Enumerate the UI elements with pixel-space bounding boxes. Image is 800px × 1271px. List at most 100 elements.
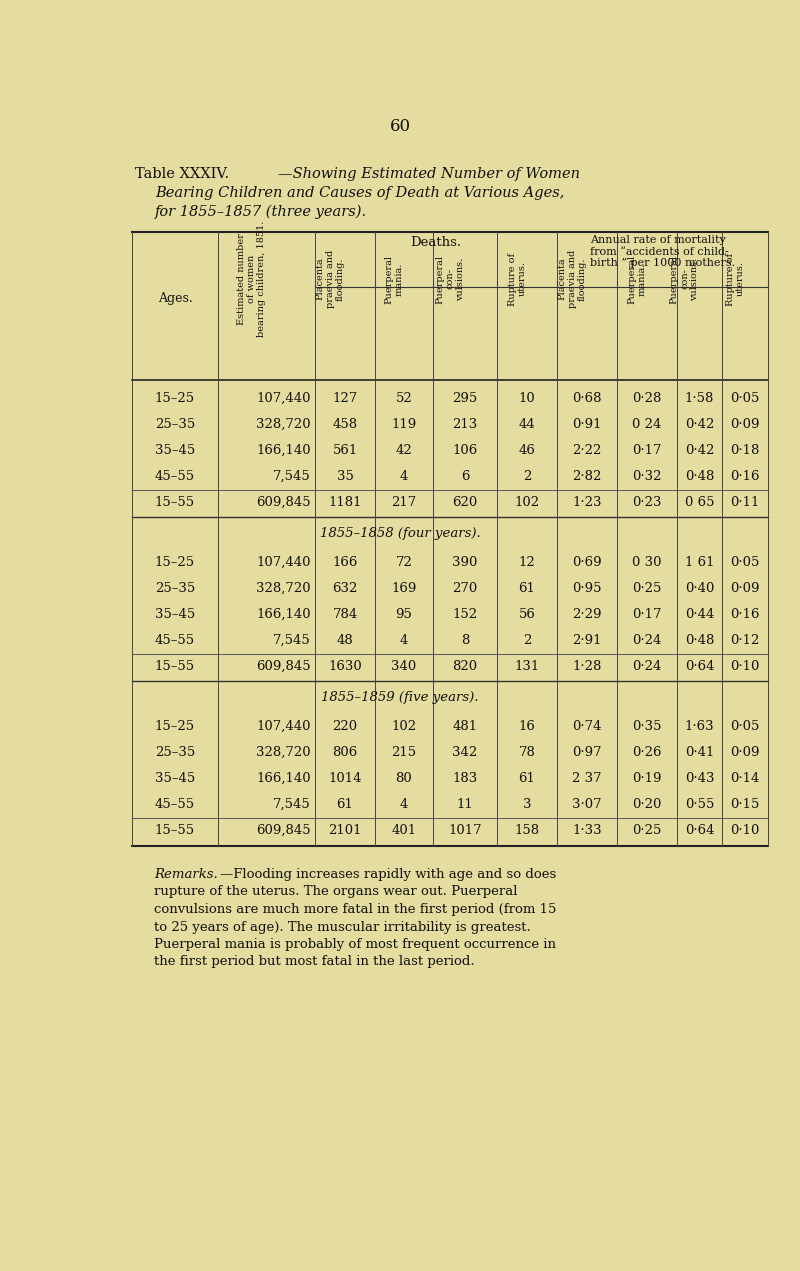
Text: 0·10: 0·10: [730, 824, 760, 836]
Text: 1·28: 1·28: [572, 660, 602, 672]
Text: 1·58: 1·58: [685, 391, 714, 404]
Text: 131: 131: [514, 660, 540, 672]
Text: 0·10: 0·10: [730, 660, 760, 672]
Text: 0·16: 0·16: [730, 470, 760, 483]
Text: 1630: 1630: [328, 660, 362, 672]
Text: 0·48: 0·48: [685, 470, 714, 483]
Text: 481: 481: [453, 719, 478, 733]
Text: Puerperal
con-
vulsions.: Puerperal con- vulsions.: [670, 254, 699, 304]
Text: 0·15: 0·15: [730, 798, 760, 811]
Text: 61: 61: [337, 798, 354, 811]
Text: 1·33: 1·33: [572, 824, 602, 836]
Text: 215: 215: [391, 746, 417, 759]
Text: 0·43: 0·43: [685, 771, 714, 784]
Text: 0·91: 0·91: [572, 418, 602, 431]
Text: 166,140: 166,140: [256, 608, 311, 620]
Text: Puerperal
con-
vulsions.: Puerperal con- vulsions.: [435, 254, 465, 304]
Text: 609,845: 609,845: [256, 496, 311, 508]
Text: 0·09: 0·09: [730, 582, 760, 595]
Text: 12: 12: [518, 555, 535, 569]
Text: Remarks.: Remarks.: [154, 868, 218, 881]
Text: for 1855–1857 (three years).: for 1855–1857 (three years).: [155, 205, 367, 220]
Text: 107,440: 107,440: [257, 719, 311, 733]
Text: 95: 95: [395, 608, 413, 620]
Text: 72: 72: [395, 555, 413, 569]
Text: 0·74: 0·74: [572, 719, 602, 733]
Text: to 25 years of age). The muscular irritability is greatest.: to 25 years of age). The muscular irrita…: [154, 920, 530, 933]
Text: 42: 42: [396, 444, 412, 456]
Text: 609,845: 609,845: [256, 824, 311, 836]
Text: 609,845: 609,845: [256, 660, 311, 672]
Text: 0·26: 0·26: [632, 746, 662, 759]
Text: 220: 220: [333, 719, 358, 733]
Text: 7,545: 7,545: [274, 634, 311, 647]
Text: 820: 820: [453, 660, 478, 672]
Text: 217: 217: [391, 496, 417, 508]
Text: 52: 52: [396, 391, 412, 404]
Text: 16: 16: [518, 719, 535, 733]
Text: 328,720: 328,720: [256, 746, 311, 759]
Text: Placenta
praevia and
flooding.: Placenta praevia and flooding.: [315, 250, 345, 308]
Text: 15–55: 15–55: [155, 496, 195, 508]
Text: Puerperal mania is probably of most frequent occurrence in: Puerperal mania is probably of most freq…: [154, 938, 556, 951]
Text: 0·05: 0·05: [730, 555, 760, 569]
Text: 3·07: 3·07: [572, 798, 602, 811]
Text: 166,140: 166,140: [256, 771, 311, 784]
Text: 0·20: 0·20: [632, 798, 662, 811]
Text: 0 65: 0 65: [685, 496, 714, 508]
Text: Table XXXIV.: Table XXXIV.: [135, 167, 229, 180]
Text: 119: 119: [391, 418, 417, 431]
Text: 561: 561: [332, 444, 358, 456]
Text: 0·14: 0·14: [730, 771, 760, 784]
Text: 80: 80: [396, 771, 412, 784]
Text: 35: 35: [337, 470, 354, 483]
Text: 458: 458: [333, 418, 358, 431]
Text: 328,720: 328,720: [256, 418, 311, 431]
Text: 0·09: 0·09: [730, 746, 760, 759]
Text: 340: 340: [391, 660, 417, 672]
Text: —Flooding increases rapidly with age and so does: —Flooding increases rapidly with age and…: [220, 868, 556, 881]
Text: 0·44: 0·44: [685, 608, 714, 620]
Text: 1017: 1017: [448, 824, 482, 836]
Text: 0·97: 0·97: [572, 746, 602, 759]
Text: 0·16: 0·16: [730, 608, 760, 620]
Text: 45–55: 45–55: [155, 470, 195, 483]
Text: 2101: 2101: [328, 824, 362, 836]
Text: 183: 183: [452, 771, 478, 784]
Text: 2·22: 2·22: [572, 444, 602, 456]
Text: 35–45: 35–45: [155, 771, 195, 784]
Text: 35–45: 35–45: [155, 444, 195, 456]
Text: 0 30: 0 30: [632, 555, 662, 569]
Text: Puerperal
mania.: Puerperal mania.: [385, 254, 404, 304]
Text: 102: 102: [391, 719, 417, 733]
Text: 56: 56: [518, 608, 535, 620]
Text: 0·64: 0·64: [685, 824, 714, 836]
Text: 25–35: 25–35: [155, 746, 195, 759]
Text: 107,440: 107,440: [257, 555, 311, 569]
Text: 0·28: 0·28: [632, 391, 662, 404]
Text: 0·69: 0·69: [572, 555, 602, 569]
Text: 61: 61: [518, 582, 535, 595]
Text: 7,545: 7,545: [274, 798, 311, 811]
Text: 0·35: 0·35: [632, 719, 662, 733]
Text: 44: 44: [518, 418, 535, 431]
Text: 0·24: 0·24: [632, 660, 662, 672]
Text: 4: 4: [400, 798, 408, 811]
Text: convulsions are much more fatal in the first period (from 15: convulsions are much more fatal in the f…: [154, 902, 556, 916]
Text: 107,440: 107,440: [257, 391, 311, 404]
Text: 390: 390: [452, 555, 478, 569]
Text: 45–55: 45–55: [155, 634, 195, 647]
Text: 0·48: 0·48: [685, 634, 714, 647]
Text: 0·55: 0·55: [685, 798, 714, 811]
Text: 1·23: 1·23: [572, 496, 602, 508]
Text: 0·18: 0·18: [730, 444, 760, 456]
Text: 2: 2: [523, 470, 531, 483]
Text: 295: 295: [452, 391, 478, 404]
Text: 0·42: 0·42: [685, 418, 714, 431]
Text: 45–55: 45–55: [155, 798, 195, 811]
Text: 6: 6: [461, 470, 470, 483]
Text: 15–55: 15–55: [155, 660, 195, 672]
Text: 0·95: 0·95: [572, 582, 602, 595]
Text: 60: 60: [390, 118, 410, 135]
Text: 1014: 1014: [328, 771, 362, 784]
